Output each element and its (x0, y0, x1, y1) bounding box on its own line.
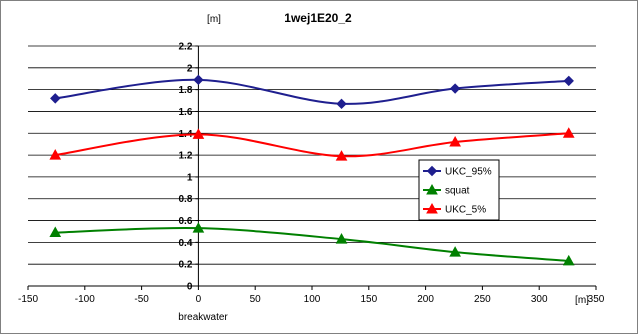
y-tick-label-8: 1.6 (178, 107, 192, 118)
x-tick-label-2: -50 (134, 294, 149, 305)
y-tick-label-1: 0.2 (178, 260, 192, 271)
grid (28, 45, 596, 265)
y-tick-label-11: 2.2 (178, 42, 192, 53)
legend-marker-2 (426, 202, 438, 214)
data-point-ukc-5-3 (449, 135, 461, 147)
x-tick-label-6: 150 (360, 294, 377, 305)
y-tick-label-10: 2 (187, 63, 193, 74)
y-tick-label-3: 0.6 (178, 216, 192, 227)
legend: UKC_95%squat UKC_5% (418, 159, 500, 221)
data-point-ukc-5-4 (562, 127, 575, 138)
data-point-squat-2 (335, 233, 348, 244)
data-point-squat-4 (562, 254, 575, 266)
legend-marker-1 (426, 183, 438, 195)
y-tick-label-2: 0.4 (178, 238, 192, 249)
x-annotation-breakwater: breakwater (178, 312, 228, 323)
x-tick-label-1: -100 (75, 294, 95, 305)
x-tick-label-0: -150 (18, 294, 38, 305)
data-point-ukc-95-0 (50, 93, 61, 104)
y-tick-label-4: 0.8 (178, 194, 192, 205)
x-tick-label-4: 50 (250, 294, 262, 305)
data-point-ukc-95-1 (193, 74, 204, 86)
series-line-ukc-5 (55, 132, 569, 158)
data-point-squat-0 (49, 226, 62, 238)
data-point-ukc-95-4 (563, 75, 574, 87)
data-point-ukc-95-3 (449, 83, 461, 94)
legend-marker-0 (426, 165, 438, 177)
x-tick-label-5: 100 (304, 294, 321, 305)
data-point-ukc-5-0 (49, 149, 62, 160)
y-axis-unit: [m] (207, 14, 221, 25)
x-tick-label-3: 0 (196, 294, 202, 305)
series (49, 74, 575, 266)
axes: 00.20.40.60.811.21.41.61.822.2-150 -100 -5… (18, 42, 605, 306)
data-point-squat-1 (192, 222, 205, 233)
legend-label-1: squat (445, 186, 470, 197)
chart-title: 1wej1E20_2 (284, 11, 352, 25)
data-point-ukc-5-2 (335, 150, 348, 161)
legend-label-2: UKC_5% (445, 205, 486, 216)
y-tick-label-6: 1.2 (178, 151, 192, 162)
x-tick-label-8: 250 (474, 294, 491, 305)
x-axis-unit: [m] (575, 295, 589, 306)
x-tick-label-9: 300 (531, 294, 548, 305)
x-tick-label-7: 200 (417, 294, 434, 305)
series-line-ukc-95 (55, 78, 569, 105)
y-tick-label-9: 1.8 (178, 85, 192, 96)
y-tick-label-5: 1 (187, 172, 193, 183)
y-tick-label-0: 0 (187, 282, 193, 293)
legend-label-0: UKC_95% (445, 167, 492, 178)
data-point-squat-3 (449, 246, 461, 257)
data-point-ukc-5-1 (192, 128, 205, 139)
data-point-ukc-95-2 (336, 98, 347, 110)
x-tick-label-10: 350 (588, 294, 605, 305)
